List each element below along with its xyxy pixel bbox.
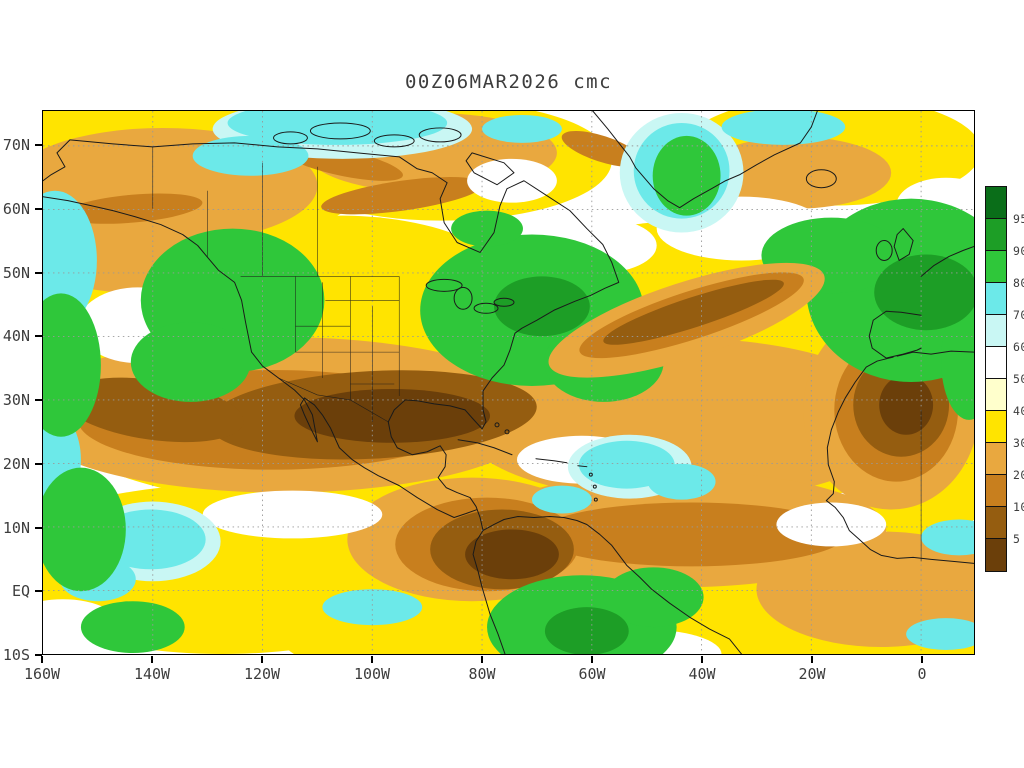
colorbar-band bbox=[986, 283, 1006, 315]
colorbar-band bbox=[986, 443, 1006, 475]
colorbar-label: 10 bbox=[1013, 500, 1024, 514]
lon-tick bbox=[591, 656, 593, 663]
lon-tick bbox=[261, 656, 263, 663]
lon-tick-label: 100W bbox=[353, 665, 391, 683]
lon-axis: 160W 140W 120W 100W 80W 60W 40W 20W 0 bbox=[24, 656, 975, 690]
lat-tick-label: 70N bbox=[2, 136, 30, 154]
colorbar-band bbox=[986, 347, 1006, 379]
lat-tick bbox=[35, 207, 42, 210]
colorbar-band bbox=[986, 251, 1006, 283]
lon-tick-label: 20W bbox=[798, 665, 826, 683]
borders-layer bbox=[152, 146, 922, 562]
lon-tick-label: 120W bbox=[243, 665, 281, 683]
lat-tick-label: 10N bbox=[2, 518, 30, 537]
lat-tick-label: 40N bbox=[2, 327, 30, 346]
lon-tick bbox=[811, 656, 813, 663]
humidity-map bbox=[43, 111, 974, 654]
colorbar-label: 95 bbox=[1013, 212, 1024, 226]
lon-tick bbox=[41, 656, 43, 663]
colorbar-label: 80 bbox=[1013, 276, 1024, 290]
lat-tick bbox=[35, 654, 42, 656]
colorbar-label: 40 bbox=[1013, 404, 1024, 418]
colorbar-band bbox=[986, 475, 1006, 507]
fill-layer-dry-slot bbox=[548, 262, 825, 378]
lon-tick-label: 40W bbox=[688, 665, 716, 683]
lat-tick bbox=[35, 526, 42, 529]
colorbar-labels: 95 90 80 70 60 50 40 30 20 10 5 bbox=[1013, 187, 1024, 571]
lat-axis: 70N 60N 50N 40N 30N 20N 10N EQ 10S bbox=[0, 110, 42, 664]
colorbar-label: 20 bbox=[1013, 468, 1024, 482]
colorbar-band bbox=[986, 379, 1006, 411]
colorbar-band bbox=[986, 219, 1006, 251]
colorbar-label: 50 bbox=[1013, 372, 1024, 386]
lat-tick-label: 10S bbox=[2, 646, 30, 664]
colorbar-label: 70 bbox=[1013, 308, 1024, 322]
lat-tick-label: 60N bbox=[2, 199, 30, 218]
lat-tick-label: 30N bbox=[2, 391, 30, 409]
lat-tick bbox=[35, 335, 42, 338]
colorbar-band bbox=[986, 507, 1006, 539]
lon-tick-label: 60W bbox=[578, 665, 606, 683]
fill-layer-green bbox=[43, 135, 974, 654]
lat-tick-label: EQ bbox=[11, 582, 30, 601]
colorbar-label: 30 bbox=[1013, 436, 1024, 450]
map-plot bbox=[42, 110, 975, 655]
lon-tick-label: 80W bbox=[468, 665, 496, 683]
lon-tick bbox=[481, 656, 483, 663]
lon-tick bbox=[371, 656, 373, 663]
lat-tick bbox=[35, 462, 42, 465]
lat-tick bbox=[35, 144, 42, 146]
lat-tick-label: 20N bbox=[2, 454, 30, 473]
fill-layer-brown-dark bbox=[294, 375, 934, 580]
colorbar-bands bbox=[985, 186, 1007, 572]
lat-tick-label: 50N bbox=[2, 263, 30, 282]
lat-tick bbox=[35, 399, 42, 401]
lat-tick bbox=[35, 271, 42, 274]
lat-tick bbox=[35, 590, 42, 593]
lon-tick bbox=[921, 656, 923, 663]
lon-tick bbox=[701, 656, 703, 663]
fill-layer-green-dark bbox=[494, 254, 974, 654]
colorbar-label: 90 bbox=[1013, 244, 1024, 258]
chart-title-init: 00Z06MAR2026 cmc bbox=[404, 71, 613, 93]
coastlines-layer bbox=[43, 111, 974, 654]
colorbar-band bbox=[986, 315, 1006, 347]
colorbar: 95 90 80 70 60 50 40 30 20 10 5 bbox=[985, 186, 1024, 572]
colorbar-band bbox=[986, 411, 1006, 443]
lon-tick-label: 0 bbox=[917, 665, 927, 683]
colorbar-label: 5 bbox=[1013, 532, 1021, 546]
colorbar-band bbox=[986, 187, 1006, 219]
lon-tick bbox=[151, 656, 153, 663]
colorbar-label: 60 bbox=[1013, 340, 1024, 354]
lon-tick-label: 140W bbox=[133, 665, 171, 683]
lon-tick-label: 160W bbox=[23, 665, 61, 683]
colorbar-band bbox=[986, 539, 1006, 571]
